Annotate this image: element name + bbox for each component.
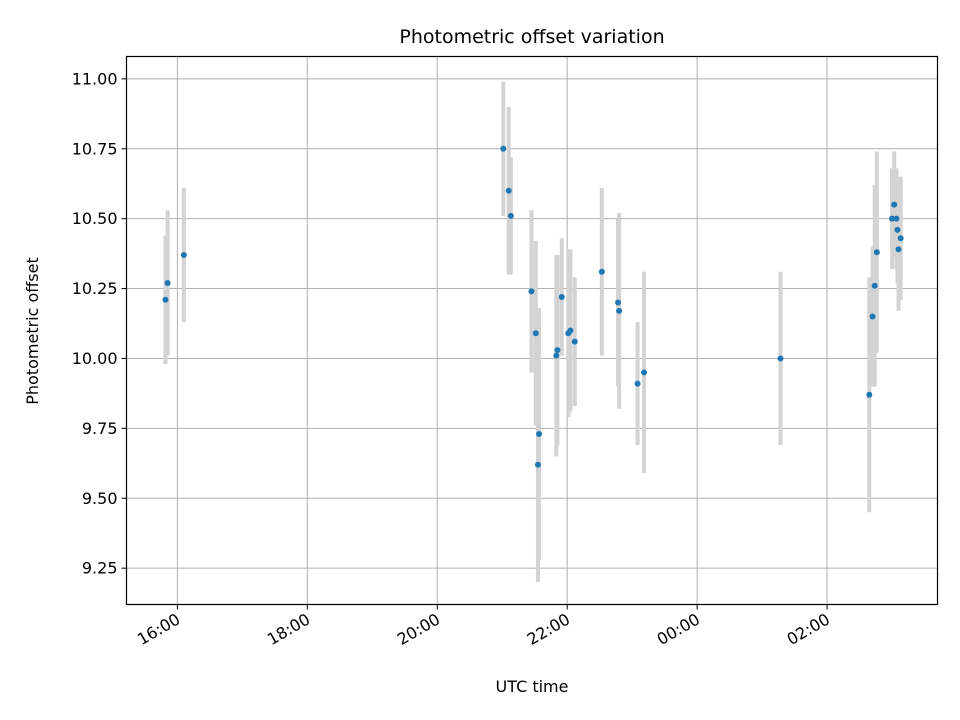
data-point	[180, 252, 187, 259]
data-point	[571, 338, 578, 345]
y-tick-label: 9.25	[82, 559, 118, 578]
data-point	[897, 235, 904, 242]
data-point	[554, 347, 561, 354]
y-tick-label: 9.75	[82, 419, 118, 438]
data-point	[598, 268, 605, 275]
data-point	[889, 215, 896, 222]
data-point	[164, 279, 171, 286]
data-point	[558, 293, 565, 300]
data-point	[507, 212, 514, 219]
y-tick-label: 10.00	[72, 349, 118, 368]
y-tick-label: 10.75	[72, 139, 118, 158]
data-point	[893, 215, 900, 222]
data-point	[777, 355, 784, 362]
y-axis: 9.25 9.50 9.75 10.00 10.25 10.50 10.75 11.00	[72, 69, 127, 578]
data-point	[895, 246, 902, 253]
y-tick-label: 10.50	[72, 209, 118, 228]
data-point	[871, 282, 878, 289]
data-point	[616, 307, 623, 314]
plot-frame	[125, 55, 939, 606]
chart-title: Photometric offset variation	[399, 26, 664, 48]
y-tick-label: 9.50	[82, 489, 118, 508]
data-point	[873, 249, 880, 256]
data-point	[532, 330, 539, 337]
data-point	[891, 201, 898, 208]
data-point	[505, 187, 512, 194]
data-point	[634, 380, 641, 387]
y-tick-label: 10.25	[72, 279, 118, 298]
data-point	[567, 327, 574, 334]
y-axis-label: Photometric offset	[23, 257, 42, 405]
data-point	[866, 391, 873, 398]
data-point	[500, 145, 507, 152]
data-point	[894, 226, 901, 233]
y-tick-label: 11.00	[72, 69, 118, 88]
grid	[126, 56, 938, 605]
data-point	[528, 288, 535, 295]
data-point	[553, 352, 560, 359]
data-point	[162, 296, 169, 303]
data-point	[536, 430, 543, 437]
data-point	[869, 313, 876, 320]
data-point	[534, 461, 541, 468]
x-axis-label: UTC time	[496, 677, 569, 696]
data-markers	[162, 145, 904, 468]
data-point	[641, 369, 648, 376]
data-point	[615, 299, 622, 306]
